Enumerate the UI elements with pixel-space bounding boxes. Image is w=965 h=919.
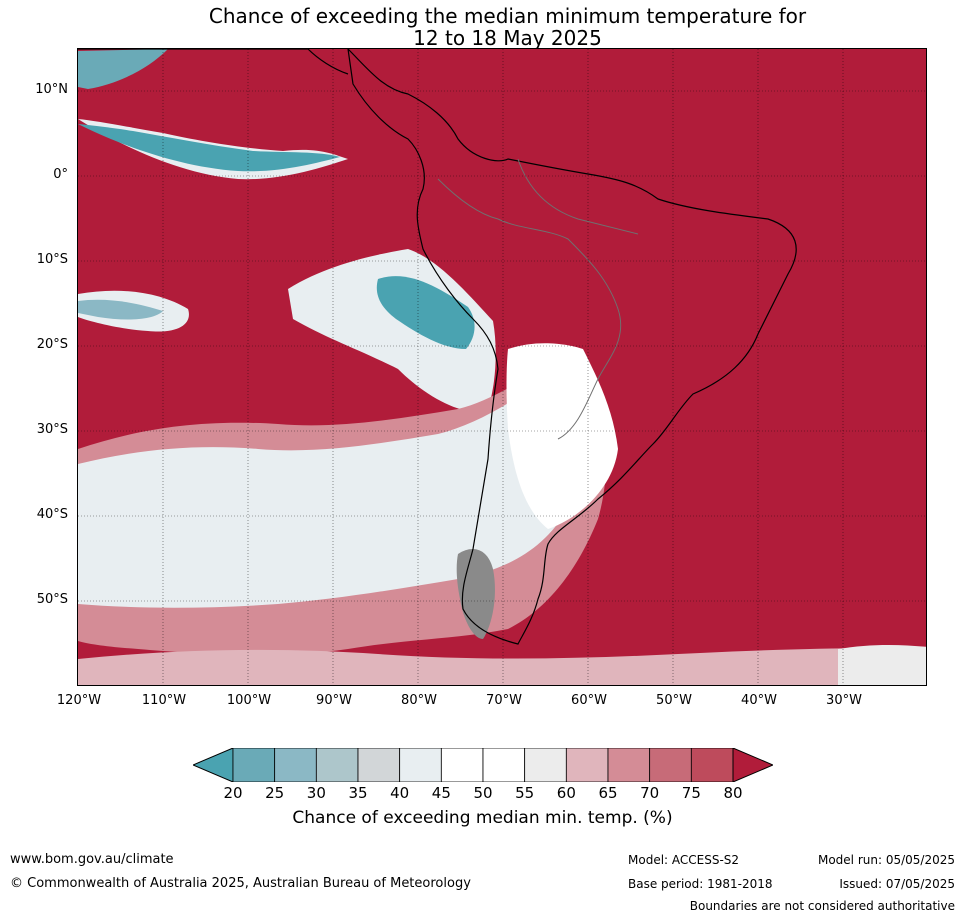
- colorbar-segment: [524, 748, 567, 782]
- colorbar-segment: [607, 748, 651, 782]
- colorbar-segment: [690, 748, 734, 782]
- colorbar-tick-label: 25: [265, 784, 285, 802]
- colorbar-tick-label: 30: [306, 784, 326, 802]
- colorbar-extend-high: [732, 748, 773, 782]
- peru-coast-blue-region: [376, 276, 475, 349]
- map-canvas: [78, 49, 926, 685]
- lon-label-110w: 110°W: [141, 693, 187, 708]
- pacific-north-blue-region: [78, 49, 168, 89]
- lon-label-60w: 60°W: [571, 693, 607, 708]
- colorbar-tick-label: 60: [556, 784, 576, 802]
- colorbar-tick-label: 40: [390, 784, 410, 802]
- probability-map: [77, 48, 927, 686]
- colorbar-tick-label: 35: [348, 784, 368, 802]
- colorbar-segment: [315, 748, 359, 782]
- lon-label-70w: 70°W: [486, 693, 522, 708]
- lon-label-40w: 40°W: [741, 693, 777, 708]
- southern-ocean-pink-region: [78, 648, 926, 685]
- patagonia-grey-region: [456, 549, 495, 639]
- peru-coast-light-region: [288, 249, 496, 412]
- colorbar-tick-label: 65: [598, 784, 618, 802]
- colorbar-segment: [232, 748, 276, 782]
- lat-label-10s: 10°S: [36, 252, 68, 267]
- lat-label-0: 0°: [53, 167, 68, 182]
- lat-label-40s: 40°S: [36, 507, 68, 522]
- colorbar-segment: [357, 748, 401, 782]
- central-america-coastline: [78, 49, 349, 75]
- colorbar: [193, 748, 773, 782]
- colorbar-tick-label: 75: [681, 784, 701, 802]
- lon-label-30w: 30°W: [826, 693, 862, 708]
- colorbar-segment: [565, 748, 609, 782]
- colorbar-title: Chance of exceeding median min. temp. (%…: [292, 808, 673, 828]
- lon-label-90w: 90°W: [316, 693, 352, 708]
- footer-issued: Issued: 07/05/2025: [839, 877, 955, 891]
- lon-label-120w: 120°W: [56, 693, 102, 708]
- south-light-region: [78, 369, 581, 608]
- colorbar-segment: [482, 748, 526, 782]
- lon-label-100w: 100°W: [226, 693, 272, 708]
- footer-copyright: © Commonwealth of Australia 2025, Austra…: [10, 876, 471, 891]
- colorbar-segment: [649, 748, 692, 782]
- colorbar-segment: [440, 748, 484, 782]
- colorbar-segment: [399, 748, 442, 782]
- map-title-line1: Chance of exceeding the median minimum t…: [208, 4, 807, 28]
- footer-website: www.bom.gov.au/climate: [10, 852, 174, 867]
- lon-label-80w: 80°W: [401, 693, 437, 708]
- map-title-line2: 12 to 18 May 2025: [413, 26, 602, 50]
- pacific-west-blue-region: [78, 299, 163, 320]
- map-gridlines: [78, 49, 926, 685]
- footer-model: Model: ACCESS-S2: [628, 853, 740, 867]
- colorbar-tick-label: 45: [431, 784, 451, 802]
- footer-model-run: Model run: 05/05/2025: [817, 853, 955, 867]
- footer-base-period: Base period: 1981-2018: [628, 877, 773, 891]
- colorbar-tick-label: 50: [473, 784, 493, 802]
- colorbar-segment: [274, 748, 317, 782]
- colorbar-tick-label: 20: [223, 784, 243, 802]
- lat-label-20s: 20°S: [36, 337, 68, 352]
- colorbar-extend-low: [193, 748, 234, 782]
- lat-label-30s: 30°S: [36, 422, 68, 437]
- pacific-equator-blue-region: [78, 124, 340, 172]
- lon-label-50w: 50°W: [656, 693, 692, 708]
- colorbar-tick-label: 70: [640, 784, 660, 802]
- footer-disclaimer: Boundaries are not considered authoritat…: [689, 899, 955, 913]
- colorbar-tick-label: 55: [515, 784, 535, 802]
- colorbar-tick-label: 80: [723, 784, 743, 802]
- south-atlantic-light-region: [838, 644, 926, 685]
- country-borders: [437, 158, 639, 440]
- lat-label-10n: 10°N: [35, 82, 68, 97]
- lat-label-50s: 50°S: [36, 592, 68, 607]
